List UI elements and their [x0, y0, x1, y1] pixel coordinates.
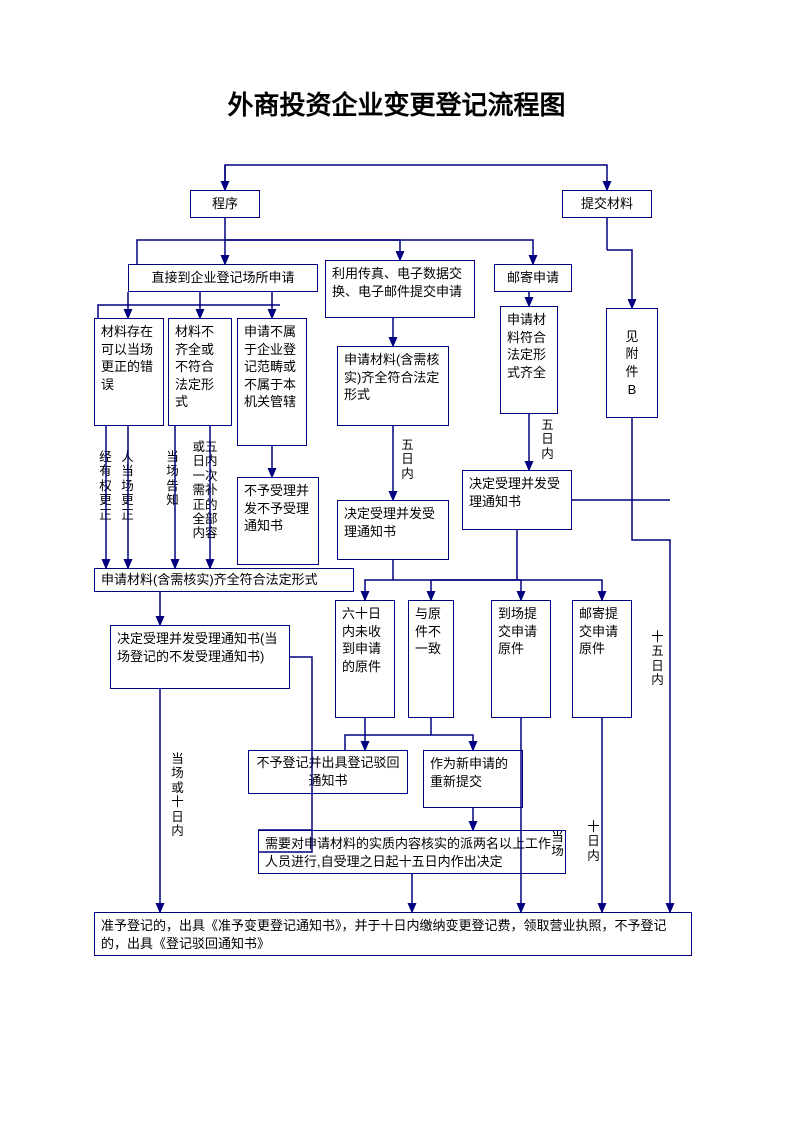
node-fax-apply: 利用传真、电子数据交换、电子邮件提交申请 — [325, 260, 475, 318]
node-accept-onsite: 决定受理并发受理通知书(当场登记的不发受理通知书) — [110, 625, 290, 689]
node-app-complete-form: 申请材料(含需核实)齐全符合法定形式 — [337, 346, 449, 426]
node-sixty-days: 六十日内未收到申请的原件 — [335, 600, 395, 718]
label-ten-days: 十日内 — [586, 820, 601, 863]
node-accept-notice-mid: 决定受理并发受理通知书 — [337, 500, 449, 560]
node-onsite-submit-orig: 到场提交申请原件 — [491, 600, 551, 718]
node-final: 准予登记的，出具《准予变更登记通知书》，并于十日内缴纳变更登记费，领取营业执照，… — [94, 912, 692, 956]
label-onsite-inform: 当场告知 — [165, 450, 180, 508]
node-mail-apply: 邮寄申请 — [494, 264, 572, 292]
node-procedure: 程序 — [190, 190, 260, 218]
label-five-days-1: 五日内 — [400, 438, 415, 481]
node-app-out-scope: 申请不属于企业登记范畴或不属于本机关管辖 — [237, 318, 307, 446]
node-mail-submit-orig: 邮寄提交申请原件 — [572, 600, 632, 718]
node-attachment-b: 见 附 件 B — [606, 308, 658, 418]
node-orig-mismatch: 与原件不一致 — [408, 600, 454, 718]
node-mail-complete-form: 申请材料符合法定形式齐全 — [500, 306, 558, 414]
label-fifteen-days: 十五日内 — [650, 630, 665, 688]
label-auth-correct: 经有权更正 — [98, 450, 113, 522]
node-resubmit: 作为新申请的重新提交 — [423, 750, 523, 808]
label-five-days-2: 五日内 — [540, 418, 555, 461]
node-reject-register: 不予登记并出具登记驳回通知书 — [248, 750, 408, 794]
node-mat-complete-row: 申请材料(含需核实)齐全符合法定形式 — [94, 568, 354, 592]
node-mat-error: 材料存在可以当场更正的错误 — [94, 318, 164, 426]
node-direct-apply: 直接到企业登记场所申请 — [128, 264, 318, 292]
node-reject-notice: 不予受理并发不予受理通知书 — [237, 477, 319, 565]
label-onsite-correct: 人当场更正 — [120, 450, 135, 522]
label-onsite: 当场 — [550, 830, 565, 859]
label-five-day-all: 或五日内一次需补正的全部内容 — [190, 440, 220, 541]
label-onsite-or-ten: 当场或十日内 — [170, 752, 185, 838]
node-mat-incomplete: 材料不齐全或不符合法定形式 — [168, 318, 232, 426]
page-title: 外商投资企业变更登记流程图 — [0, 85, 793, 122]
node-verify-15days: 需要对申请材料的实质内容核实的派两名以上工作人员进行,自受理之日起十五日内作出决… — [258, 830, 566, 874]
node-accept-notice-right: 决定受理并发受理通知书 — [462, 470, 572, 530]
node-submit: 提交材料 — [562, 190, 652, 218]
